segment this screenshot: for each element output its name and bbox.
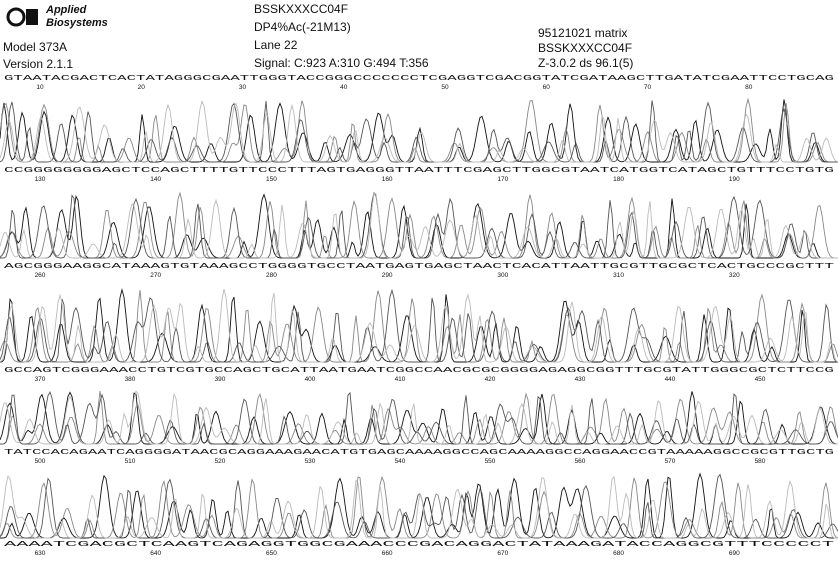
logo-text: Applied <box>45 4 87 16</box>
base-position: 690 <box>729 550 740 557</box>
base-position: 150 <box>266 176 277 183</box>
base-position: 50 <box>441 84 449 91</box>
base-position: 290 <box>382 272 393 279</box>
base-position: 680 <box>613 550 624 557</box>
base-position: 320 <box>729 272 740 279</box>
base-position: 60 <box>543 84 551 91</box>
base-sequence: TATCCACAGAATCAGGGGATAACGCAGGAAAGAACATGTG… <box>4 449 835 457</box>
page: Applied Biosystems Model 373A Version 2.… <box>0 0 838 562</box>
base-position: 520 <box>215 458 226 465</box>
base-position: 430 <box>575 376 586 383</box>
lane: Lane 22 <box>254 38 298 52</box>
version: Version 2.1.1 <box>3 57 73 71</box>
base-sequence: GTAATACGACTCACTATAGGGCGAATTGGGTACCGGGCCC… <box>4 75 835 83</box>
base-position: 40 <box>340 84 348 91</box>
base-sequence: GCCAGTCGGGAAACCTGTCGTGCCAGCTGCATTAATGAAT… <box>4 367 835 375</box>
base-position: 570 <box>665 458 676 465</box>
base-position: 260 <box>35 272 46 279</box>
trace <box>0 290 838 362</box>
base-position: 130 <box>35 176 46 183</box>
base-position: 370 <box>35 376 46 383</box>
base-position: 380 <box>125 376 136 383</box>
chromatogram: Applied Biosystems Model 373A Version 2.… <box>0 0 838 562</box>
base-position: 140 <box>150 176 161 183</box>
base-position: 170 <box>497 176 508 183</box>
base-position: 550 <box>485 458 496 465</box>
base-position: 410 <box>395 376 406 383</box>
trace <box>0 474 838 538</box>
base-position: 670 <box>497 550 508 557</box>
matrix: 95121021 matrix <box>538 26 627 40</box>
base-sequence: AAAATCGACGCTCAAGTCAGAGGTGGCGAAACCCGACAGG… <box>4 541 835 549</box>
software: Z-3.0.2 ds 96.1(5) <box>538 56 633 70</box>
base-position: 400 <box>305 376 316 383</box>
base-position: 80 <box>745 84 753 91</box>
base-position: 450 <box>755 376 766 383</box>
base-position: 270 <box>150 272 161 279</box>
base-sequence: AGCGGGAAGGCATAAAGTGTAAAGCCTGGGGTGCCTAATG… <box>4 263 835 271</box>
base-position: 160 <box>382 176 393 183</box>
base-position: 560 <box>575 458 586 465</box>
trace <box>0 195 838 258</box>
base-position: 180 <box>613 176 624 183</box>
logo-text: Biosystems <box>46 17 108 29</box>
base-position: 70 <box>644 84 652 91</box>
base-position: 10 <box>36 84 44 91</box>
base-position: 630 <box>35 550 46 557</box>
base-sequence: CCGGGGGGGGAGCTCCAGCTTTTGTTCCCTTTAGTGAGGG… <box>4 167 835 175</box>
base-position: 300 <box>497 272 508 279</box>
base-position: 500 <box>35 458 46 465</box>
base-position: 440 <box>665 376 676 383</box>
base-position: 310 <box>613 272 624 279</box>
base-position: 30 <box>239 84 247 91</box>
base-position: 510 <box>125 458 136 465</box>
base-position: 640 <box>150 550 161 557</box>
base-position: 190 <box>729 176 740 183</box>
base-position: 420 <box>485 376 496 383</box>
base-position: 660 <box>382 550 393 557</box>
base-position: 390 <box>215 376 226 383</box>
signal: Signal: C:923 A:310 G:494 T:356 <box>254 56 429 70</box>
base-position: 580 <box>755 458 766 465</box>
primer: DP4%Ac(-21M13) <box>254 20 351 34</box>
sample-file: BSSKXXXCC04F <box>538 41 632 55</box>
base-position: 280 <box>266 272 277 279</box>
base-position: 530 <box>305 458 316 465</box>
logo-mark <box>8 9 38 25</box>
sample: BSSKXXXCC04F <box>254 2 348 16</box>
base-position: 540 <box>395 458 406 465</box>
base-position: 20 <box>138 84 146 91</box>
model: Model 373A <box>3 40 67 54</box>
base-position: 650 <box>266 550 277 557</box>
